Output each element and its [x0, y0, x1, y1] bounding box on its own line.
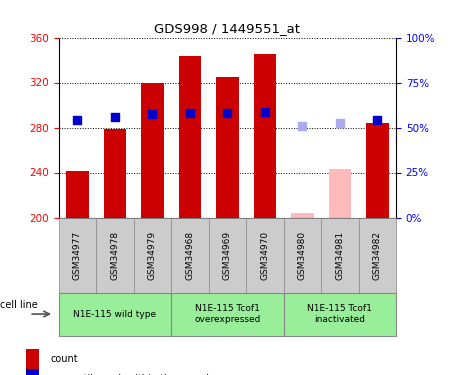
- Text: GSM34981: GSM34981: [335, 230, 344, 280]
- Bar: [208, 217, 246, 292]
- Text: GSM34980: GSM34980: [298, 230, 307, 280]
- Bar: [366, 123, 388, 218]
- Text: cell line: cell line: [0, 300, 38, 310]
- Bar: [359, 217, 396, 292]
- Bar: [284, 217, 321, 292]
- Bar: [321, 217, 359, 292]
- Text: N1E-115 wild type: N1E-115 wild type: [73, 310, 156, 319]
- Bar: [179, 56, 201, 217]
- Point: [261, 109, 268, 115]
- Bar: [26, 350, 39, 369]
- Bar: [104, 129, 126, 217]
- Bar: [26, 369, 39, 375]
- Bar: [171, 217, 208, 292]
- Text: N1E-115 Tcof1
overexpressed: N1E-115 Tcof1 overexpressed: [194, 304, 261, 324]
- Point: [374, 117, 381, 123]
- Point: [74, 117, 81, 123]
- Bar: [134, 217, 171, 292]
- Bar: [216, 77, 239, 218]
- Text: GSM34978: GSM34978: [110, 230, 119, 280]
- Bar: [58, 217, 96, 292]
- Bar: [141, 82, 163, 218]
- Text: percentile rank within the sample: percentile rank within the sample: [50, 374, 215, 375]
- Text: GSM34968: GSM34968: [185, 230, 194, 280]
- Bar: [291, 213, 314, 217]
- Title: GDS998 / 1449551_at: GDS998 / 1449551_at: [154, 22, 300, 35]
- Text: GSM34979: GSM34979: [148, 230, 157, 280]
- Bar: [66, 171, 89, 217]
- Point: [186, 110, 194, 116]
- Point: [336, 120, 343, 126]
- Text: count: count: [50, 354, 78, 364]
- Point: [299, 123, 306, 129]
- Bar: [328, 169, 351, 217]
- Point: [111, 114, 118, 120]
- Bar: [253, 54, 276, 217]
- Point: [148, 111, 156, 117]
- Text: GSM34982: GSM34982: [373, 231, 382, 279]
- Point: [224, 110, 231, 116]
- Bar: [96, 217, 134, 292]
- Text: N1E-115 Tcof1
inactivated: N1E-115 Tcof1 inactivated: [307, 304, 372, 324]
- Bar: [171, 292, 284, 336]
- Text: GSM34969: GSM34969: [223, 230, 232, 280]
- Text: GSM34970: GSM34970: [260, 230, 269, 280]
- Bar: [284, 292, 396, 336]
- Bar: [58, 292, 171, 336]
- Text: GSM34977: GSM34977: [73, 230, 82, 280]
- Bar: [246, 217, 284, 292]
